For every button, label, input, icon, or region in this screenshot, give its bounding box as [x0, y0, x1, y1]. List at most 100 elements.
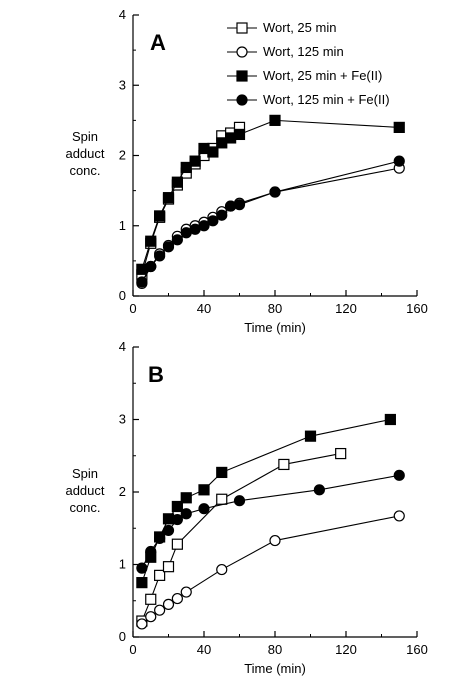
- panel-b-series-2: [136, 510, 405, 630]
- panel-b-data-point: [154, 604, 166, 616]
- panel-a-data-point: [207, 146, 219, 158]
- panel-b-x-tick-label: 40: [197, 642, 211, 657]
- panel-a-legend-marker: [236, 94, 248, 106]
- panel-b-data-point: [162, 561, 175, 573]
- panel-b-data-point: [278, 458, 290, 471]
- panel-b-data-point: [216, 493, 228, 505]
- panel-b-data-point: [335, 447, 347, 460]
- panel-b-y-tick-label: 2: [119, 484, 126, 499]
- panel-b-data-point: [154, 532, 166, 545]
- panel-a-letter: A: [150, 30, 166, 55]
- panel-b-y-tick-label: 4: [119, 339, 126, 354]
- panel-a-data-point: [154, 250, 166, 262]
- panel-b-data-point: [180, 492, 192, 504]
- panel-b-data-point: [171, 500, 183, 513]
- panel-a-y-axis-title-line: Spin: [72, 129, 98, 144]
- panel-a-data-point: [145, 260, 157, 273]
- panel-a-data-point: [180, 161, 192, 174]
- panel-b-data-point: [145, 611, 157, 623]
- panel-b-x-tick-label: 160: [406, 642, 428, 657]
- panel-b-data-point: [198, 503, 210, 515]
- panel-b-data-point: [313, 484, 325, 496]
- panel-b-x-tick-label: 0: [129, 642, 136, 657]
- panel-a-y-tick-label: 0: [119, 288, 126, 303]
- panel-b-y-tick-label: 1: [119, 557, 126, 572]
- panel-a-data-point: [145, 235, 157, 247]
- panel-a-x-tick-label: 160: [406, 301, 428, 316]
- panel-a-data-point: [154, 210, 166, 222]
- panel-a-data-point: [171, 234, 183, 246]
- panel-a-y-tick-label: 1: [119, 218, 126, 233]
- panel-b-data-point: [162, 524, 175, 537]
- panel-a-y-tick-label: 2: [119, 148, 126, 163]
- panel-a-series-3: [136, 114, 405, 275]
- panel-b-data-point: [216, 466, 228, 479]
- panel-b-series-3: [136, 413, 396, 589]
- panel-b-series-line: [141, 453, 341, 622]
- panel-b-y-tick-label: 0: [119, 629, 126, 644]
- panel-a-legend-marker: [236, 70, 248, 82]
- panel-b-x-tick-label: 80: [268, 642, 282, 657]
- panel-a-legend-label: Wort, 25 min: [263, 20, 336, 35]
- panel-b-data-point: [145, 545, 157, 558]
- panel-b-y-axis-title-line: conc.: [69, 500, 100, 515]
- panel-b-data-point: [304, 430, 317, 442]
- panel-a-data-point: [269, 186, 281, 198]
- panel-b-data-point: [136, 618, 148, 630]
- panel-b-x-tick-label: 120: [335, 642, 357, 657]
- panel-a-data-point: [393, 155, 405, 167]
- panel-a-x-tick-label: 80: [268, 301, 282, 316]
- panel-b-data-point: [393, 469, 405, 481]
- panel-a-legend-label: Wort, 25 min + Fe(II): [263, 68, 382, 83]
- panel-b-data-point: [171, 513, 183, 526]
- panel-b-data-point: [180, 586, 192, 598]
- panel-a-legend: Wort, 25 min Wort, 125 min Wort, 25 min + …: [227, 20, 390, 107]
- panel-a-data-point: [233, 199, 246, 211]
- panel-b-data-point: [198, 484, 210, 496]
- panel-a-data-point: [136, 276, 148, 288]
- panel-b-data-point: [154, 569, 166, 581]
- panel-b-data-point: [171, 592, 183, 605]
- panel-b-data-point: [180, 508, 192, 520]
- panel-a-data-point: [233, 128, 246, 141]
- panel-a-legend-marker: [236, 22, 248, 34]
- panel-b-y-axis-title-line: Spin: [72, 466, 98, 481]
- panel-a-x-tick-label: 0: [129, 301, 136, 316]
- panel-a-data-point: [269, 114, 281, 126]
- panel-b-data-point: [393, 510, 405, 522]
- panel-b-data-point: [233, 495, 246, 507]
- panel-a-x-tick-label: 120: [335, 301, 357, 316]
- panel-b-data-point: [145, 593, 157, 605]
- panel-a-legend-label: Wort, 125 min + Fe(II): [263, 92, 390, 107]
- panel-a-y-tick-label: 3: [119, 77, 126, 92]
- panel-a-data-point: [162, 241, 175, 253]
- panel-a-data-point: [207, 215, 219, 227]
- panel-b-data-point: [171, 538, 183, 550]
- panel-a-legend-label: Wort, 125 min: [263, 44, 344, 59]
- panel-b-data-point: [162, 598, 175, 610]
- panel-b-data-point: [136, 562, 148, 574]
- panel-b-data-point: [269, 534, 281, 547]
- panel-a-x-axis-title: Time (min): [244, 320, 306, 335]
- panel-b-letter: B: [148, 362, 164, 387]
- panel-a-y-axis-title-line: adduct: [65, 146, 104, 161]
- panel-a-data-point: [162, 192, 175, 204]
- panel-b-series-4: [136, 469, 405, 574]
- panel-b-data-point: [136, 577, 148, 589]
- panel-a-y-tick-label: 4: [119, 7, 126, 22]
- panel-a-x-tick-label: 40: [197, 301, 211, 316]
- panel-a-data-point: [393, 121, 405, 134]
- panel-b-data-point: [216, 563, 228, 576]
- panel-a-data-point: [189, 155, 201, 167]
- panel-a-legend-marker: [236, 46, 248, 58]
- panel-a-data-point: [198, 220, 210, 232]
- panel-b-y-axis-title-line: adduct: [65, 483, 104, 498]
- panel-b-y-tick-label: 3: [119, 412, 126, 427]
- panel-a-y-axis-title-line: conc.: [69, 163, 100, 178]
- panel-b-x-axis-title: Time (min): [244, 661, 306, 676]
- panel-b-series-line: [141, 515, 400, 625]
- panel-a-data-point: [171, 176, 183, 188]
